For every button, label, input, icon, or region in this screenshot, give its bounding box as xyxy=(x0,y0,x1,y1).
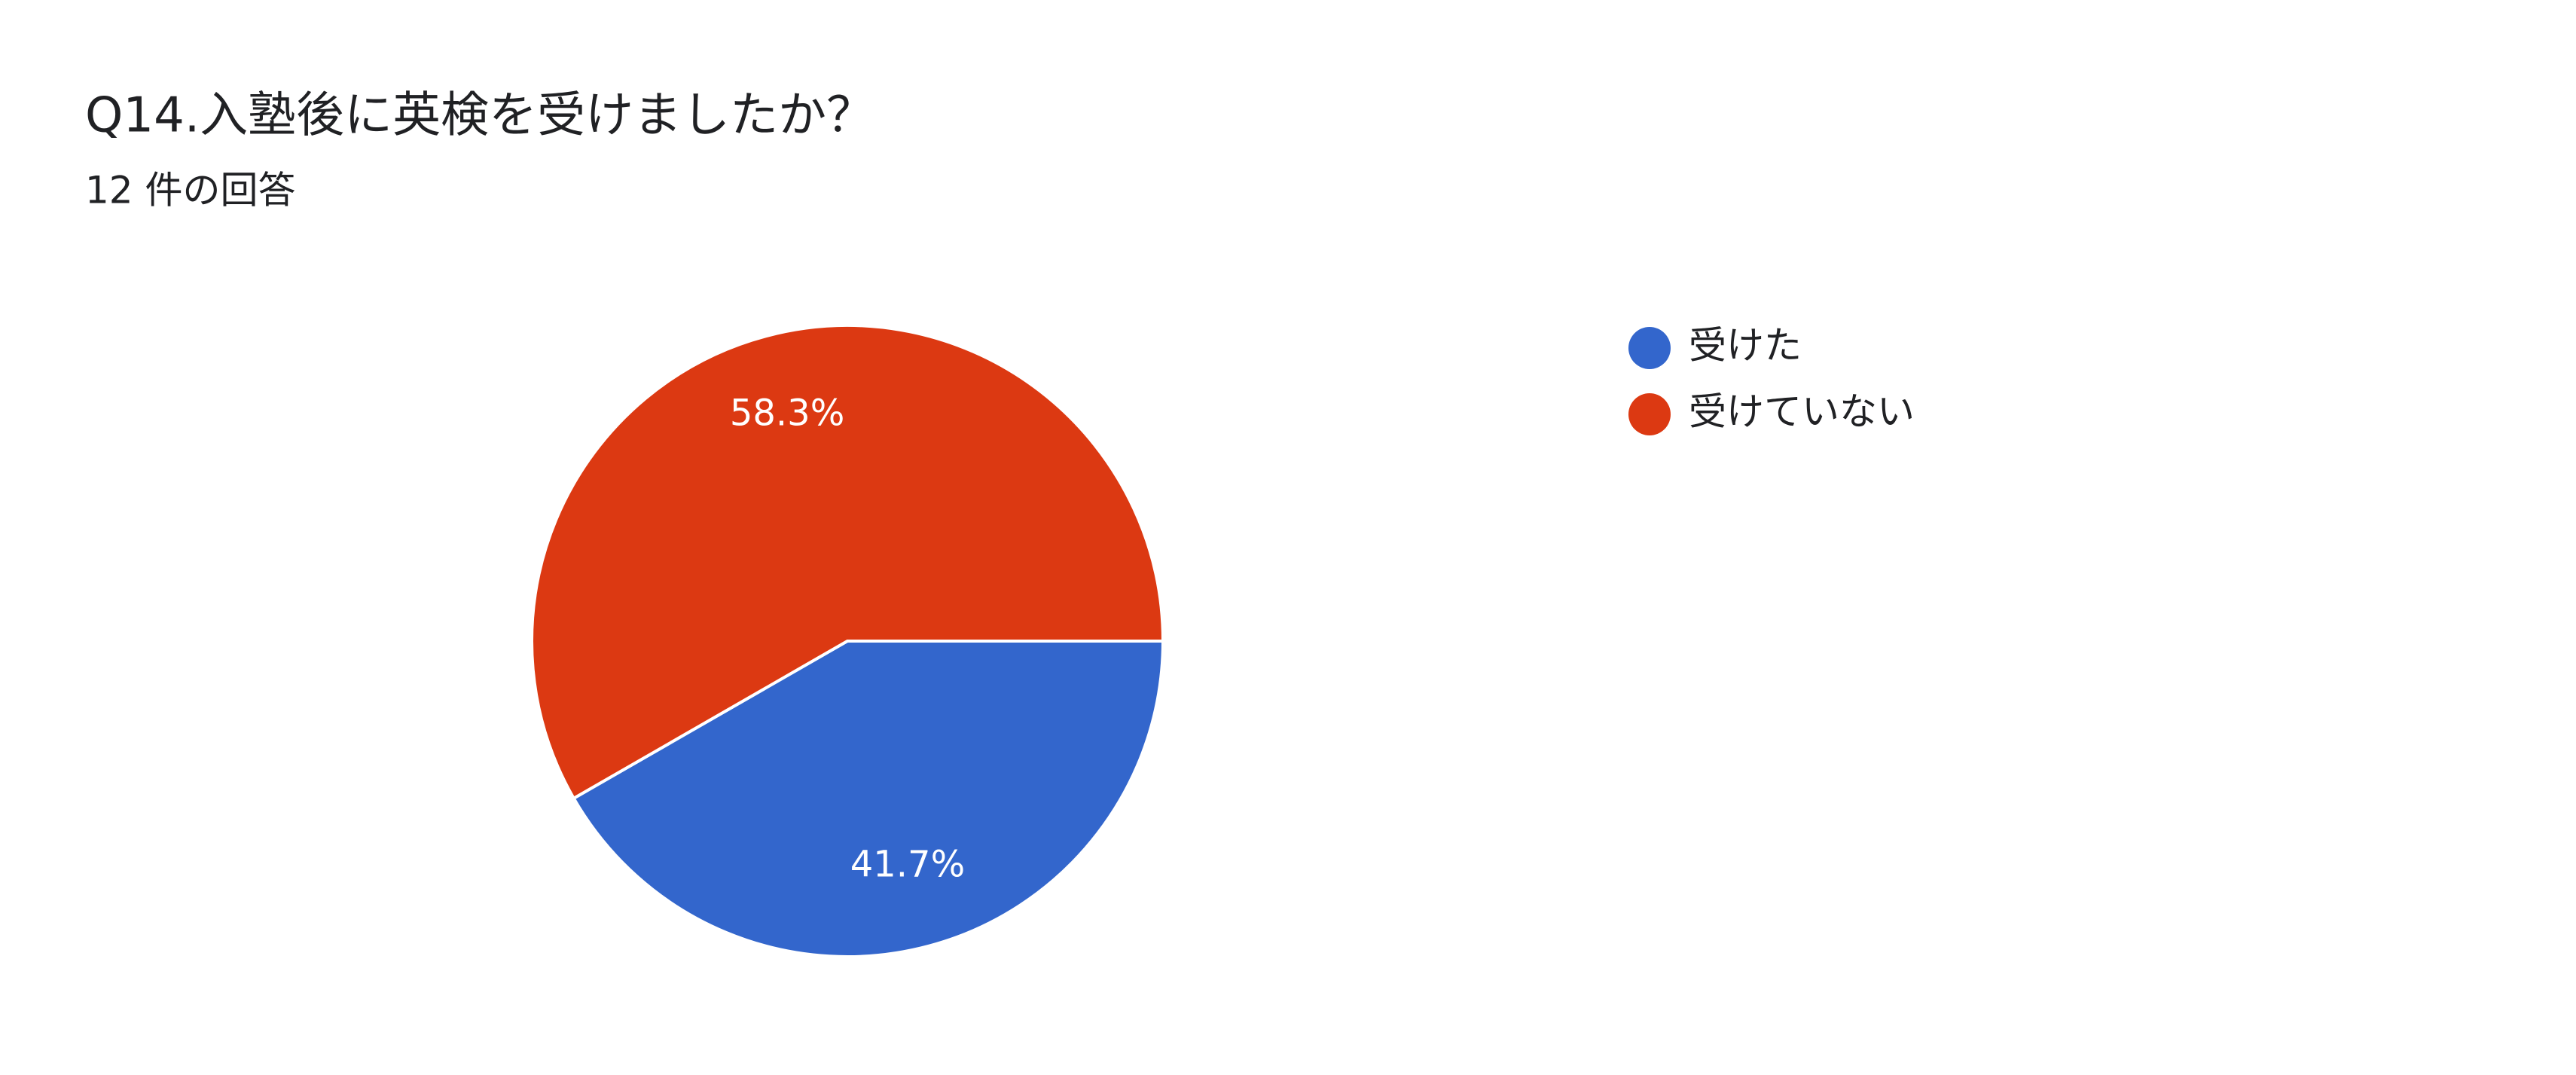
legend-swatch xyxy=(1628,327,1671,369)
legend-swatch xyxy=(1628,393,1671,435)
slice-label: 41.7% xyxy=(850,844,965,886)
legend-label: 受けていない xyxy=(1689,390,1915,434)
legend-label: 受けた xyxy=(1689,324,1802,368)
chart-subtitle: 12 件の回答 xyxy=(85,169,296,212)
pie-slice xyxy=(530,324,1165,801)
chart-title: Q14.入塾後に英検を受けましたか？ xyxy=(85,88,874,144)
slice-label: 58.3% xyxy=(730,392,844,434)
pie-slice xyxy=(571,640,1165,959)
